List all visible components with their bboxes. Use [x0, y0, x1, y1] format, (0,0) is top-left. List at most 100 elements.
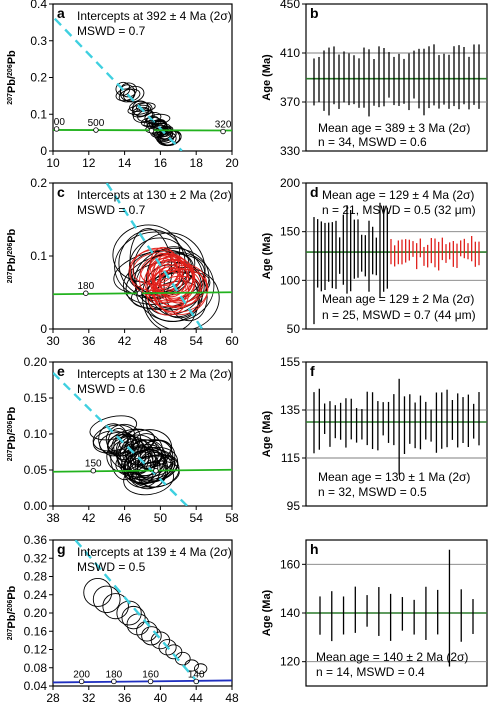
- data-ellipse: [118, 229, 186, 298]
- data-ellipse: [120, 447, 173, 484]
- data-ellipse: [121, 605, 146, 630]
- discordia-line: [53, 17, 183, 151]
- n-mswd-annotation: n = 34, MSWD = 0.6: [318, 135, 427, 149]
- panel-letter: b: [310, 5, 319, 21]
- concordia-point: [153, 468, 159, 474]
- x-tick-label: 60: [225, 334, 239, 348]
- y-tick-label: 200: [280, 176, 300, 190]
- y-axis-label: 207Pb/206Pb: [6, 585, 18, 640]
- data-ellipse: [184, 659, 199, 672]
- concordia-point-label: 150: [85, 459, 102, 470]
- data-ellipse: [174, 651, 191, 666]
- y-tick-label: 0.3: [30, 34, 47, 48]
- y-tick-label: 0.1: [30, 249, 47, 263]
- concordia-line: [53, 129, 232, 132]
- data-ellipse: [153, 253, 188, 298]
- y-tick-label: 0.1: [30, 107, 47, 121]
- data-ellipse: [152, 266, 187, 313]
- x-tick-label: 14: [118, 156, 132, 170]
- x-tick-label: 28: [46, 691, 60, 705]
- n-mswd-annotation: n = 14, MSWD = 0.4: [316, 665, 425, 679]
- data-ellipse: [92, 424, 136, 452]
- data-ellipse: [113, 433, 139, 463]
- mean-age-annotation-red: Mean age = 129 ± 2 Ma (2σ): [322, 292, 474, 306]
- y-axis-label: Age (Ma): [261, 232, 273, 279]
- data-ellipse: [122, 439, 172, 465]
- data-ellipse: [102, 593, 129, 620]
- y-tick-label: 0.2: [30, 176, 47, 190]
- discordia-line: [53, 371, 189, 506]
- data-ellipse: [194, 663, 208, 675]
- concordia-point: [78, 678, 85, 685]
- panel-a: 0 0.1 0.2 0.3 0.4 a 10 12 14 16 18 20 207Pb/206Pb 600…: [6, 0, 239, 170]
- y-tick-label: 160: [280, 557, 300, 571]
- y-tick-label: 95: [287, 499, 301, 513]
- x-tick-label: 32: [82, 691, 96, 705]
- x-tick-label: 48: [154, 334, 168, 348]
- x-tick-label: 42: [118, 334, 132, 348]
- data-ellipse: [125, 261, 202, 311]
- y-tick-label: 0.04: [24, 679, 48, 693]
- panel-letter: d: [310, 184, 319, 200]
- y-tick-label: 370: [280, 95, 300, 109]
- concordia-point-label: 140: [188, 669, 205, 680]
- concordia-point-label: 160: [142, 669, 159, 680]
- y-axis-label: 207Pb/206Pb: [6, 406, 18, 461]
- mean-age-annotation: Mean age = 140 ± 2 Ma (2σ): [316, 650, 468, 664]
- intercept-annotation: Intercepts at 130 ± 2 Ma (2σ): [77, 367, 232, 381]
- x-tick-label: 58: [225, 511, 239, 525]
- mswd-annotation: MSWD = 0.7: [77, 24, 146, 38]
- concordia-point-label: 200: [73, 669, 90, 680]
- y-tick-label: 0.24: [24, 588, 48, 602]
- data-ellipse: [118, 88, 141, 103]
- discordia-line: [74, 540, 200, 685]
- x-tick-label: 18: [190, 156, 204, 170]
- concordia-point-label: 600: [48, 117, 65, 128]
- y-axis-label: Age (Ma): [261, 54, 273, 101]
- plot-area: 180: [53, 183, 232, 329]
- y-tick-label: 0.00: [24, 499, 48, 513]
- data-ellipse: [159, 260, 196, 302]
- concordia-point-label: 500: [88, 118, 105, 129]
- y-tick-label: 140: [280, 606, 300, 620]
- data-ellipse: [92, 585, 121, 614]
- y-tick-label: 100: [280, 273, 300, 287]
- panel-h: 120 140 160 h Age (Ma) Mean age = 140 ± 2 Ma …: [261, 539, 488, 687]
- panel-d: 50 100 150 200 d Age (Ma) Mean age = 129 ± 4 M…: [261, 176, 488, 336]
- data-ellipse: [154, 259, 194, 299]
- y-tick-label: 155: [280, 355, 300, 369]
- plot-frame: [305, 182, 488, 330]
- data-ellipse: [107, 427, 133, 468]
- x-tick-label: 36: [118, 691, 132, 705]
- data-ellipse: [122, 85, 145, 103]
- y-tick-label: 0.32: [24, 551, 48, 565]
- data-ellipse: [156, 133, 174, 144]
- data-ellipse: [135, 102, 156, 112]
- y-tick-label: 0.12: [24, 643, 48, 657]
- mswd-annotation: MSWD = 0.6: [77, 382, 146, 396]
- x-tick-label: 54: [190, 334, 204, 348]
- concordia-point: [147, 678, 154, 685]
- n-mswd-annotation: n = 32, MSWD = 0.5: [318, 485, 427, 499]
- panel-letter: h: [310, 541, 319, 557]
- plot-frame: [305, 361, 488, 507]
- mswd-annotation: MSWD = 0.7: [77, 203, 146, 217]
- data-ellipse: [165, 644, 183, 660]
- data-ellipse: [83, 578, 113, 607]
- y-tick-label: 0.05: [24, 463, 48, 477]
- concordia-point: [193, 678, 199, 685]
- y-tick-label: 0.16: [24, 624, 48, 638]
- data-ellipse: [129, 247, 183, 297]
- panel-e: 0.00 0.05 0.10 0.15 0.20 e 38 42 46 50 54 58 207Pb/2…: [6, 355, 239, 525]
- x-tick-label: 20: [225, 156, 239, 170]
- data-ellipse: [155, 267, 202, 309]
- x-tick-label: 40: [154, 691, 168, 705]
- plot-area: 200 180 160 140: [53, 540, 232, 685]
- intercept-annotation: Intercepts at 392 ± 4 Ma (2σ): [77, 9, 232, 23]
- n-mswd-annotation-red: n = 25, MSWD = 0.7 (44 μm): [322, 308, 476, 322]
- y-tick-label: 0: [40, 322, 47, 336]
- x-tick-label: 30: [46, 334, 60, 348]
- plot-area: 600 500 400 320: [48, 17, 232, 151]
- y-tick-label: 0.4: [30, 0, 47, 11]
